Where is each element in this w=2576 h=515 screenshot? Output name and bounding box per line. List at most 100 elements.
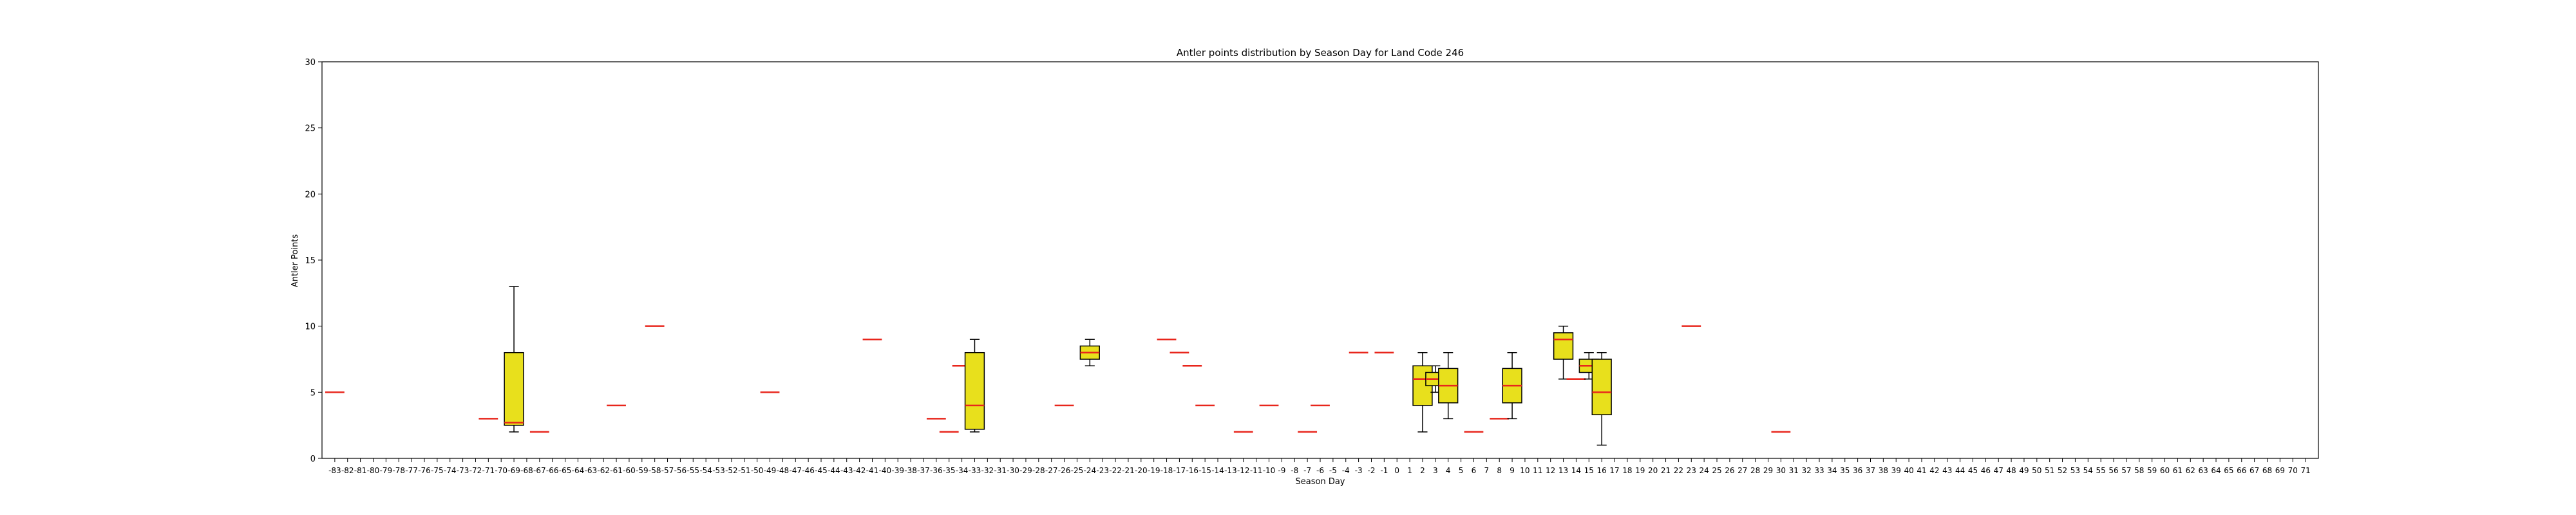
boxes-layer <box>325 286 1791 446</box>
x-tick-label: -59 <box>636 466 649 475</box>
x-tick-label: 44 <box>1955 466 1965 475</box>
x-tick-label: -53 <box>712 466 725 475</box>
x-tick-label: -72 <box>469 466 482 475</box>
x-tick-label: 45 <box>1968 466 1978 475</box>
x-tick-label: -25 <box>1071 466 1084 475</box>
x-tick-label: 64 <box>2211 466 2221 475</box>
x-tick-label: 7 <box>1484 466 1490 475</box>
box-iqr <box>1591 359 1612 415</box>
x-tick-label: 65 <box>2224 466 2233 475</box>
x-tick-label: -47 <box>789 466 802 475</box>
plot-area-frame <box>321 61 2319 459</box>
x-tick-label: -58 <box>649 466 661 475</box>
x-tick-label: 37 <box>1866 466 1875 475</box>
box-iqr <box>504 351 524 426</box>
x-tick-label: -12 <box>1237 466 1250 475</box>
x-tick-label: -68 <box>520 466 533 475</box>
x-tick-label: 0 <box>1394 466 1399 475</box>
x-tick-label: -18 <box>1160 466 1173 475</box>
x-tick-label: -66 <box>546 466 559 475</box>
x-tick-label: -2 <box>1368 466 1376 475</box>
x-tick-label: 16 <box>1597 466 1607 475</box>
box-day-13 <box>1553 325 1574 380</box>
x-tick-label: 69 <box>2275 466 2285 475</box>
x-tick-label: -69 <box>507 466 520 475</box>
x-tick-label: -38 <box>904 466 917 475</box>
y-tick-label: 15 <box>305 256 316 266</box>
x-tick-label: -71 <box>482 466 495 475</box>
x-tick-label: -4 <box>1342 466 1350 475</box>
x-tick-label: -7 <box>1303 466 1311 475</box>
x-tick-label: -45 <box>815 466 828 475</box>
x-tick-label: 49 <box>2019 466 2029 475</box>
x-tick-label: 2 <box>1420 466 1425 475</box>
x-axis-label: Season Day <box>1296 477 1345 487</box>
x-tick-label: -39 <box>891 466 904 475</box>
x-tick-label: -20 <box>1135 466 1148 475</box>
y-tick-label: 10 <box>305 323 316 332</box>
x-tick-label: -21 <box>1122 466 1135 475</box>
x-tick-label: -63 <box>585 466 598 475</box>
x-tick-label: 39 <box>1891 466 1901 475</box>
x-tick-label: -35 <box>943 466 956 475</box>
x-tick-label: 8 <box>1497 466 1502 475</box>
x-tick-label: 48 <box>2006 466 2016 475</box>
x-tick-label: -62 <box>597 466 610 475</box>
x-tick-label: -67 <box>533 466 546 475</box>
x-tick-label: 28 <box>1750 466 1760 475</box>
x-tick-label: 42 <box>1929 466 1939 475</box>
x-tick-label: -14 <box>1211 466 1224 475</box>
x-tick-label: 58 <box>2134 466 2144 475</box>
x-tick-label: 53 <box>2070 466 2080 475</box>
x-tick-label: -19 <box>1148 466 1160 475</box>
x-tick-label: 15 <box>1584 466 1594 475</box>
x-tick-label: 47 <box>1994 466 2003 475</box>
y-axis-label: Antler Points <box>290 234 300 288</box>
x-tick-label: 36 <box>1853 466 1862 475</box>
x-tick-label: 34 <box>1827 466 1837 475</box>
x-tick-label: -52 <box>725 466 738 475</box>
box-day-16 <box>1591 351 1612 446</box>
x-tick-label: -56 <box>674 466 687 475</box>
x-tick-label: -23 <box>1096 466 1109 475</box>
x-tick-label: 52 <box>2058 466 2067 475</box>
x-tick-label: -49 <box>764 466 777 475</box>
x-tick-label: 9 <box>1510 466 1515 475</box>
chart-title: Antler points distribution by Season Day… <box>1177 47 1464 59</box>
y-tick-label: 30 <box>305 58 316 68</box>
x-tick-label: 61 <box>2173 466 2183 475</box>
x-tick-label: -50 <box>751 466 764 475</box>
x-tick-label: -13 <box>1224 466 1237 475</box>
x-tick-label: -36 <box>930 466 943 475</box>
x-tick-label: -42 <box>853 466 866 475</box>
x-tick-label: -22 <box>1109 466 1122 475</box>
x-tick-label: -15 <box>1198 466 1211 475</box>
box-day-4 <box>1438 351 1459 420</box>
x-tick-label: 32 <box>1801 466 1811 475</box>
x-tick-label: 51 <box>2045 466 2054 475</box>
x-tick-label: 23 <box>1687 466 1696 475</box>
x-tick-label: -46 <box>802 466 815 475</box>
x-tick-label: -70 <box>495 466 507 475</box>
x-tick-label: 35 <box>1840 466 1850 475</box>
x-tick-label: 29 <box>1763 466 1773 475</box>
x-tick-label: 40 <box>1904 466 1913 475</box>
x-tick-label: 1 <box>1407 466 1412 475</box>
x-tick-label: -1 <box>1380 466 1388 475</box>
x-tick-label: -32 <box>981 466 994 475</box>
x-tick-label: 26 <box>1725 466 1734 475</box>
x-tick-label: -78 <box>392 466 405 475</box>
x-tick-label: -48 <box>777 466 790 475</box>
x-tick-label: -64 <box>572 466 585 475</box>
x-tick-label: 66 <box>2237 466 2246 475</box>
x-tick-label: -24 <box>1084 466 1097 475</box>
box-day--33 <box>964 339 985 433</box>
x-tick-label: 46 <box>1981 466 1991 475</box>
x-tick-label: 50 <box>2032 466 2041 475</box>
x-tick-label: -9 <box>1278 466 1285 475</box>
x-tick-label: 21 <box>1661 466 1671 475</box>
x-tick-label: 27 <box>1738 466 1747 475</box>
x-tick-label: 59 <box>2147 466 2157 475</box>
x-tick-label: -17 <box>1173 466 1186 475</box>
box-day--69 <box>504 286 524 433</box>
